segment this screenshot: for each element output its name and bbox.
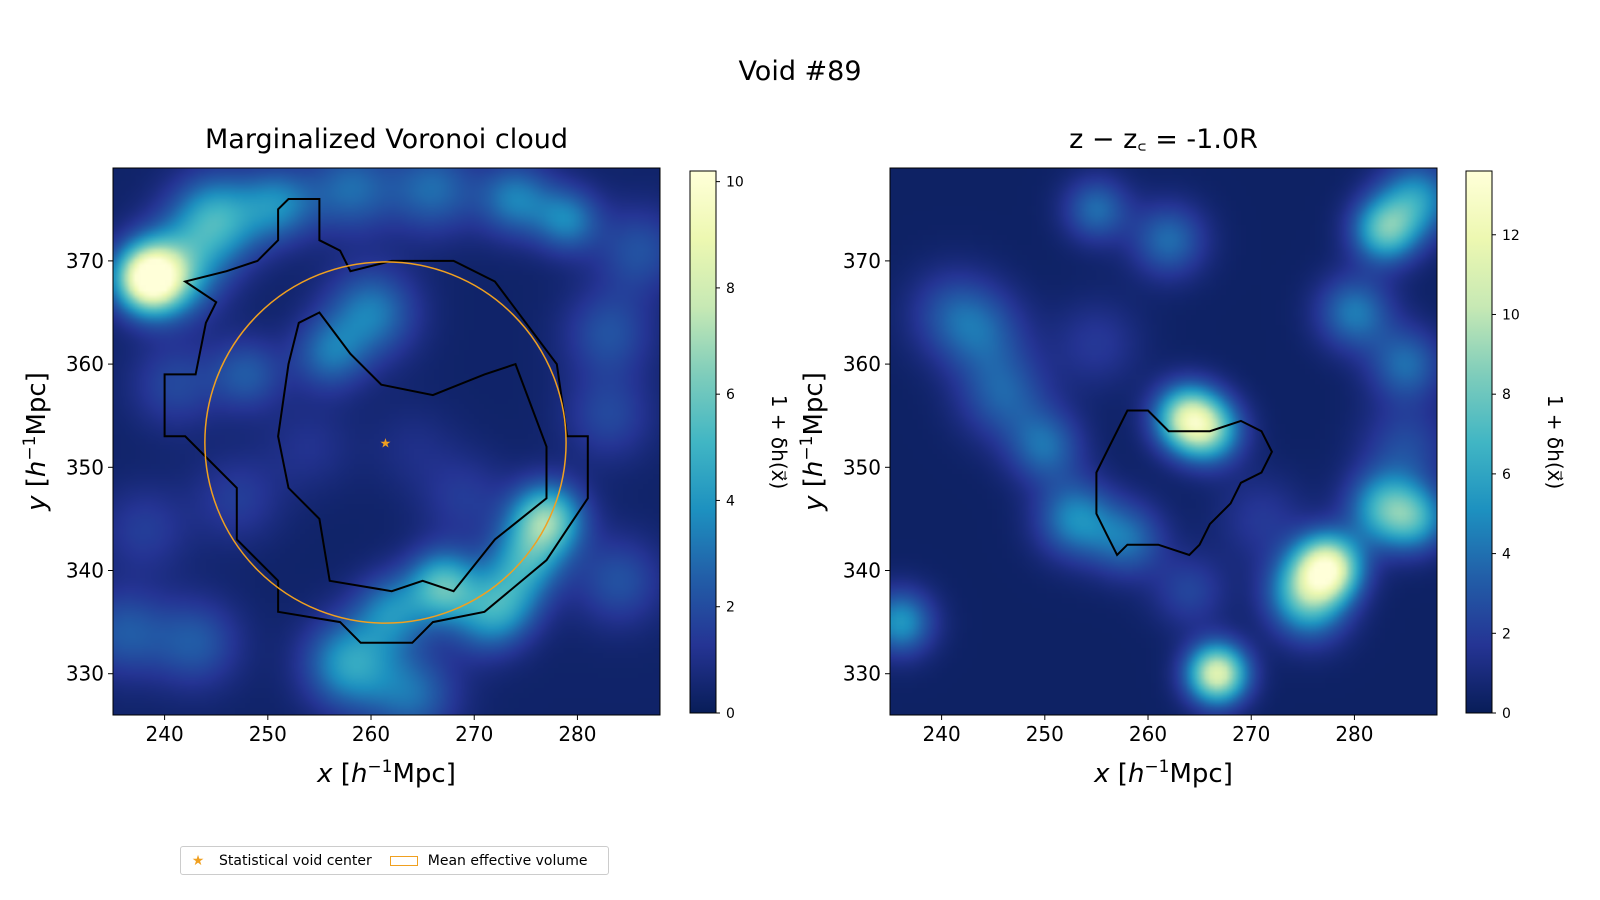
x-tick-label: 250 bbox=[249, 722, 287, 746]
x-tick-label: 280 bbox=[1335, 722, 1373, 746]
legend-item-center: ★ Statistical void center bbox=[181, 853, 372, 869]
x-tick-label: 260 bbox=[1129, 722, 1167, 746]
plot-overlays: ★ bbox=[163, 198, 589, 644]
x-tick-label: 270 bbox=[455, 722, 493, 746]
y-tick-label: 330 bbox=[66, 662, 104, 686]
panel-title: z − z꜀ = -1.0R bbox=[1069, 124, 1258, 155]
colorbar-tick-label: 8 bbox=[726, 281, 735, 297]
x-tick-label: 240 bbox=[146, 722, 184, 746]
x-tick-label: 260 bbox=[352, 722, 390, 746]
x-tick-label: 270 bbox=[1232, 722, 1270, 746]
panel-title: Marginalized Voronoi cloud bbox=[205, 124, 568, 155]
x-axis-label: x [h−1Mpc] bbox=[1093, 757, 1233, 789]
colorbar-label: 1 + δh(x⃗) bbox=[767, 395, 791, 490]
plot-frame bbox=[889, 167, 1438, 716]
y-tick-label: 330 bbox=[843, 662, 881, 686]
colorbar-tick-label: 12 bbox=[1502, 228, 1520, 244]
y-tick-label: 360 bbox=[843, 352, 881, 376]
plot-overlays bbox=[1095, 409, 1274, 557]
colorbar-tick-label: 10 bbox=[1502, 307, 1520, 323]
colorbar-tick-label: 8 bbox=[1502, 387, 1511, 403]
legend: ★ Statistical void center Mean effective… bbox=[180, 846, 609, 875]
colorbar-tick-label: 4 bbox=[1502, 547, 1511, 563]
colorbar-tick-label: 4 bbox=[726, 493, 735, 509]
x-tick-label: 240 bbox=[923, 722, 961, 746]
x-tick-label: 250 bbox=[1026, 722, 1064, 746]
y-tick-label: 350 bbox=[66, 455, 104, 479]
legend-volume-swatch bbox=[389, 855, 418, 866]
colorbar-tick-label: 10 bbox=[726, 175, 744, 191]
colorbar-tick-label: 2 bbox=[726, 600, 735, 616]
colorbar-tick-label: 6 bbox=[1502, 467, 1511, 483]
y-tick-label: 340 bbox=[66, 559, 104, 583]
colorbar-label: 1 + δh(x⃗) bbox=[1543, 395, 1567, 490]
void-contour bbox=[1095, 409, 1274, 557]
y-tick-label: 350 bbox=[843, 455, 881, 479]
density-heatmap bbox=[890, 168, 1437, 715]
colorbar bbox=[689, 170, 717, 714]
y-tick-label: 370 bbox=[843, 249, 881, 273]
void-contour bbox=[163, 198, 589, 644]
void-contour bbox=[277, 311, 548, 593]
y-axis-label: y [h−1Mpc] bbox=[797, 372, 829, 512]
colorbar-tick-label: 0 bbox=[1502, 706, 1511, 722]
plot-frame bbox=[112, 167, 661, 716]
legend-item-volume: Mean effective volume bbox=[372, 853, 588, 869]
y-axis-label: y [h−1Mpc] bbox=[20, 372, 52, 512]
legend-volume-label: Mean effective volume bbox=[427, 852, 588, 869]
effective-volume-circle bbox=[204, 261, 567, 624]
star-icon: ★ bbox=[191, 852, 205, 869]
x-axis-label: x [h−1Mpc] bbox=[316, 757, 456, 789]
x-tick-label: 280 bbox=[558, 722, 596, 746]
figure-title: Void #89 bbox=[738, 56, 862, 87]
legend-center-label: Statistical void center bbox=[219, 852, 372, 869]
y-tick-label: 370 bbox=[66, 249, 104, 273]
colorbar-tick-label: 0 bbox=[726, 706, 735, 722]
colorbar bbox=[1465, 170, 1493, 714]
y-tick-label: 340 bbox=[843, 559, 881, 583]
y-tick-label: 360 bbox=[66, 352, 104, 376]
colorbar-tick-label: 6 bbox=[726, 387, 735, 403]
colorbar-tick-label: 2 bbox=[1502, 626, 1511, 642]
left-panel: ★240 250 260 270 280330340350360370Marginali… bbox=[20, 124, 791, 789]
void-center-marker: ★ bbox=[380, 437, 392, 452]
